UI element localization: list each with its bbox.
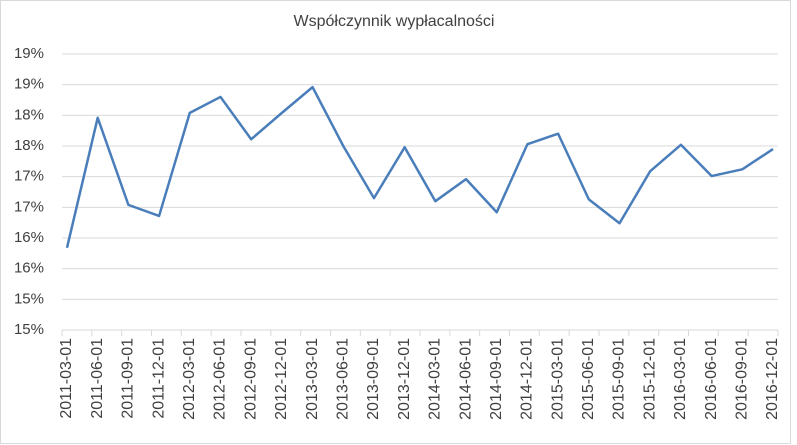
y-tick-label: 15% [14,290,44,307]
x-tick-label: 2015-06-01 [580,338,597,420]
y-tick-label: 19% [14,76,44,93]
x-tick-label: 2016-03-01 [672,338,689,420]
x-tick-label: 2011-09-01 [120,338,137,419]
x-tick-label: 2016-09-01 [734,338,751,420]
x-tick-label: 2012-09-01 [242,338,259,420]
x-tick-label: 2011-12-01 [150,338,167,419]
x-tick-label: 2012-12-01 [273,338,290,420]
y-tick-label: 17% [14,168,44,185]
x-tick-label: 2015-12-01 [641,338,658,420]
y-tick-label: 19% [14,45,44,62]
x-tick-label: 2013-09-01 [365,338,382,420]
x-tick-label: 2014-06-01 [457,338,474,420]
y-tick-label: 18% [14,137,44,154]
y-tick-label: 18% [14,106,44,123]
x-tick-label: 2014-03-01 [427,338,444,420]
x-tick-label: 2012-06-01 [212,338,229,420]
x-tick-label: 2012-03-01 [181,338,198,420]
data-line [65,85,774,249]
x-tick-label: 2013-12-01 [396,338,413,420]
x-tick-label: 2016-06-01 [703,338,720,420]
chart-title: Współczynnik wypłacalności [294,13,495,30]
y-tick-label: 17% [14,198,44,215]
x-tick-label: 2014-12-01 [519,338,536,420]
x-tick-label: 2011-03-01 [58,338,75,419]
y-tick-label: 16% [14,229,44,246]
y-tick-label: 16% [14,260,44,277]
x-tick-label: 2015-03-01 [549,338,566,420]
x-tick-label: 2015-09-01 [611,338,628,420]
x-tick-label: 2014-09-01 [488,338,505,420]
x-tick-label: 2013-03-01 [304,338,321,420]
x-tick-label: 2013-06-01 [334,338,351,420]
x-tick-label: 2016-12-01 [764,338,781,420]
x-tick-label: 2011-06-01 [89,338,106,419]
y-tick-label: 15% [14,321,44,338]
